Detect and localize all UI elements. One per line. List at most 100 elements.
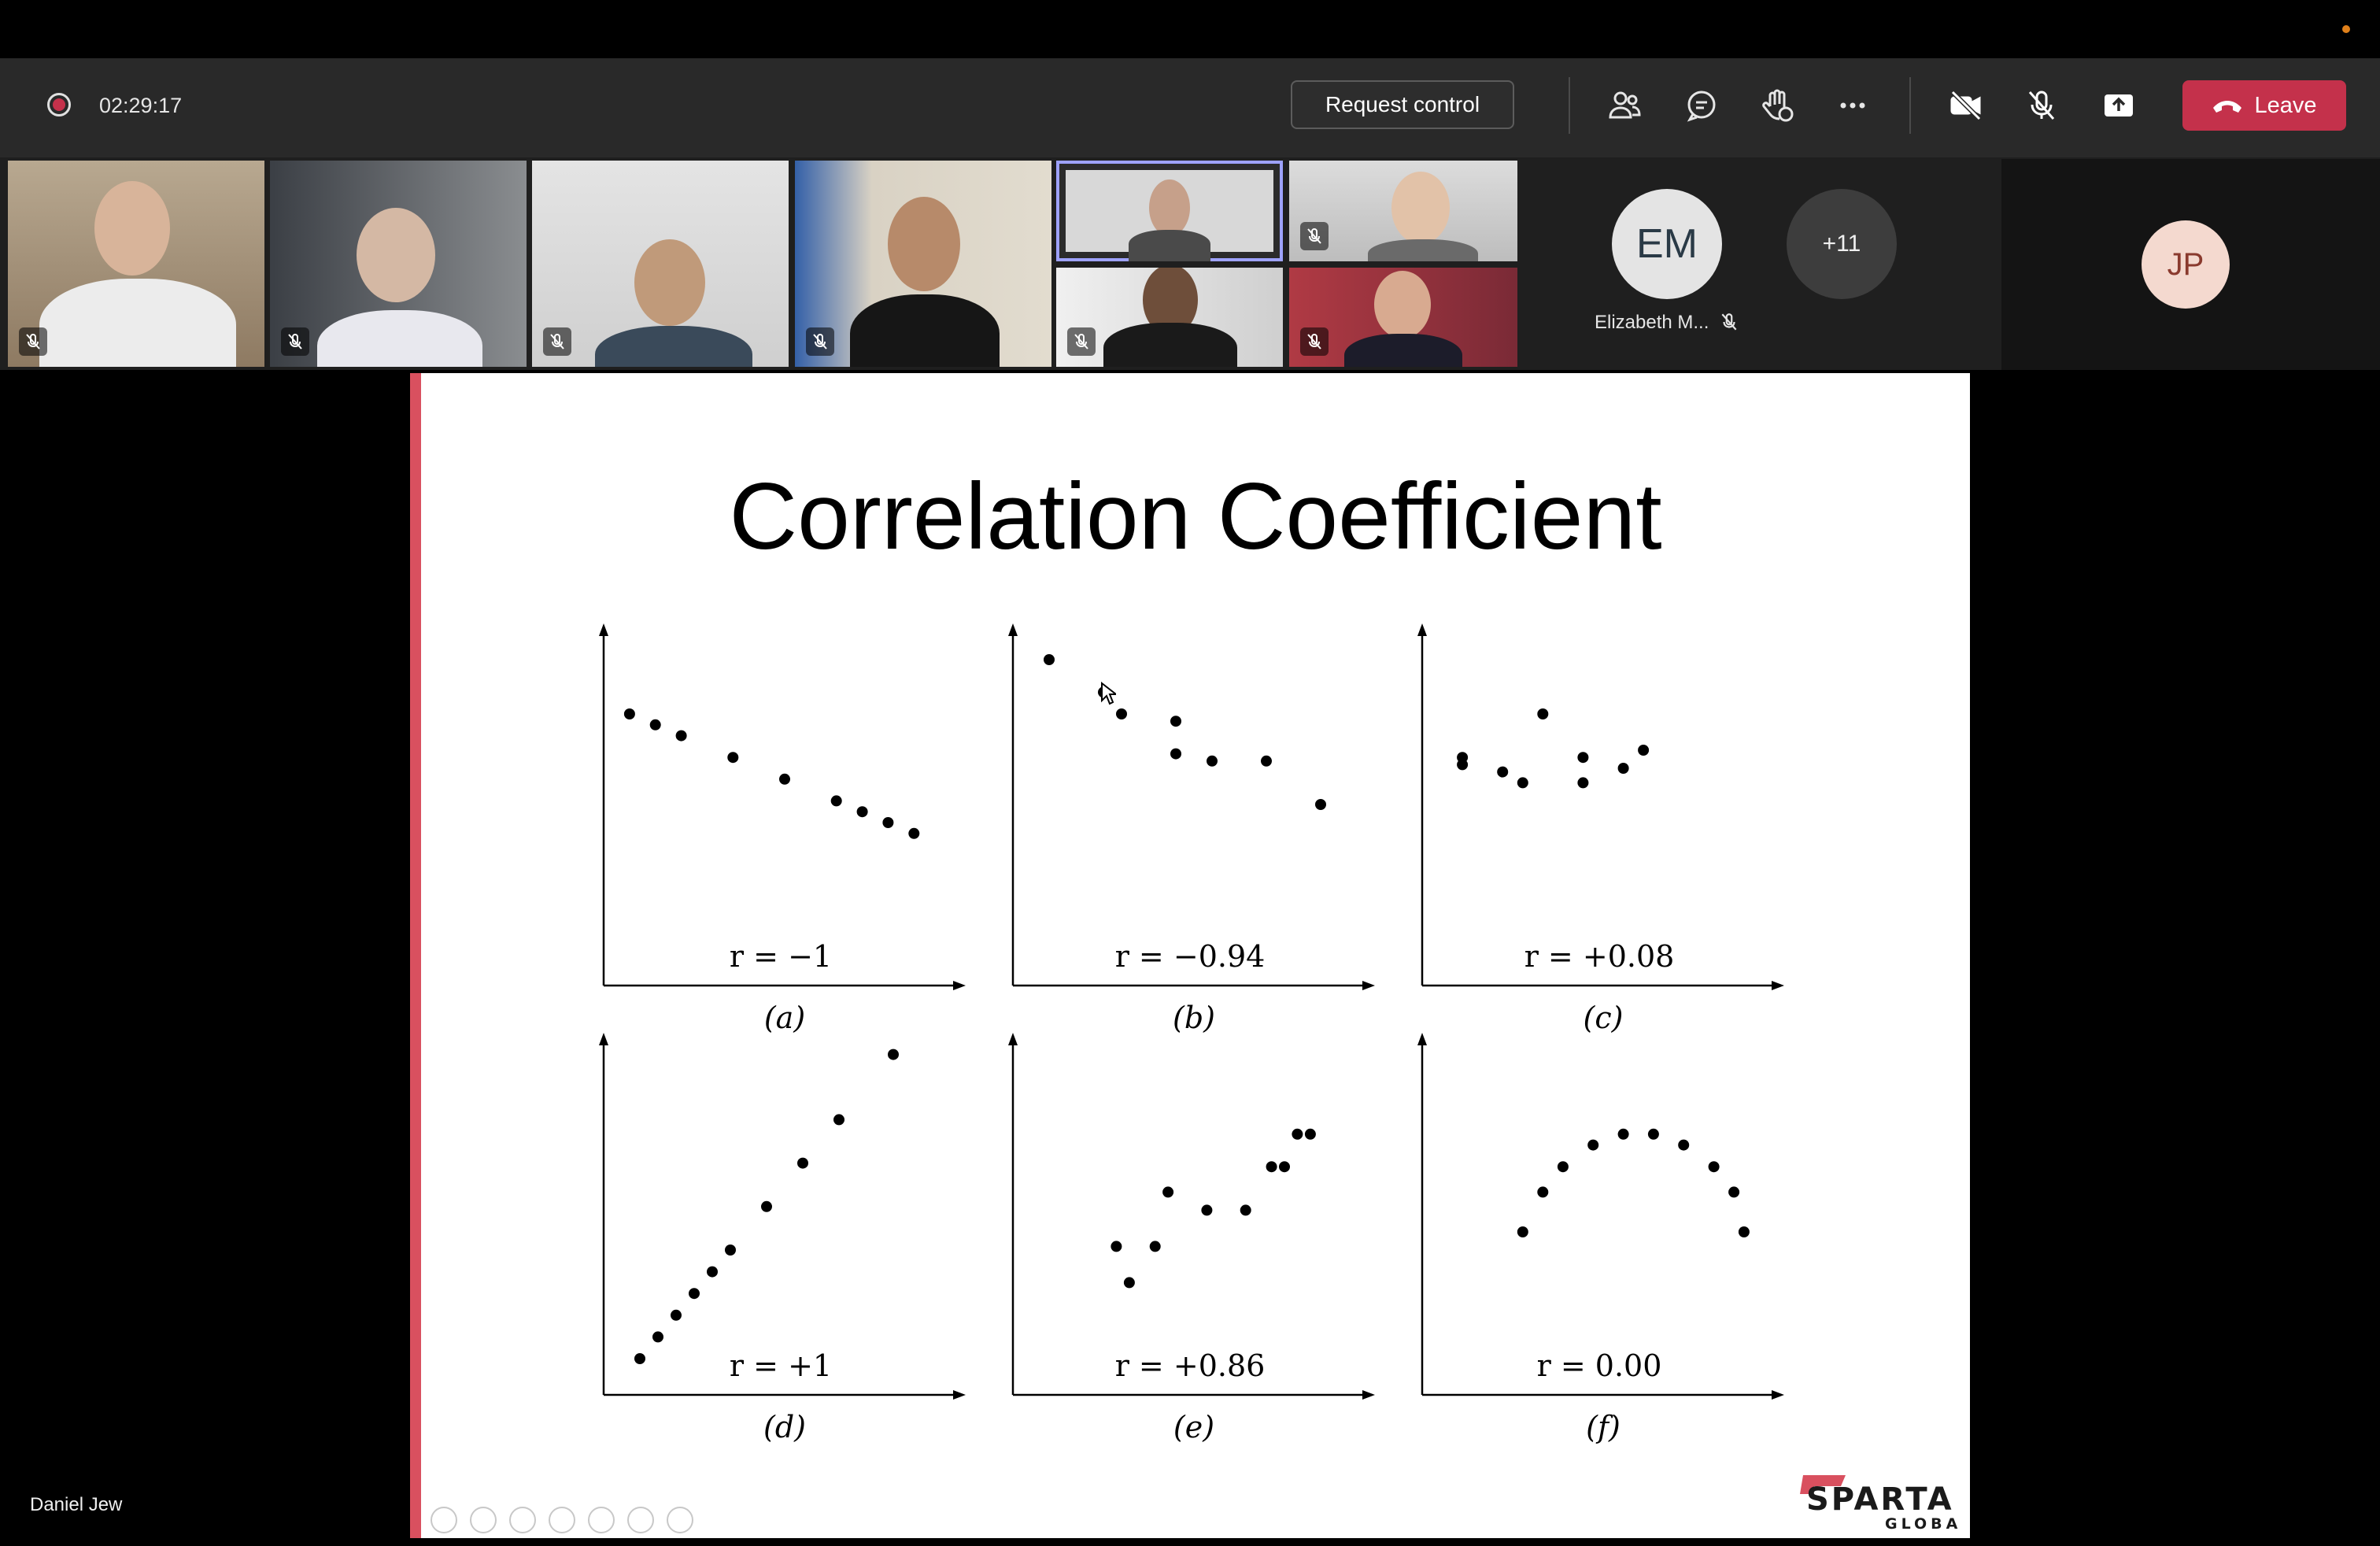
data-point <box>1537 1186 1549 1198</box>
more-participants-button[interactable]: +11 <box>1787 189 1897 299</box>
slide-accent-bar <box>410 373 421 1538</box>
plot-caption: (b) <box>1173 1000 1215 1035</box>
participant-video-tile[interactable] <box>532 161 789 367</box>
data-point <box>1162 1186 1174 1198</box>
data-point <box>1315 799 1326 810</box>
data-point <box>1044 654 1055 665</box>
camera-off-icon[interactable] <box>1946 85 1986 126</box>
data-point <box>689 1288 700 1300</box>
avatar-em[interactable]: EM <box>1612 189 1722 299</box>
data-point <box>1201 1204 1213 1216</box>
share-screen-icon[interactable] <box>2098 85 2139 126</box>
y-axis-arrow <box>1417 623 1427 636</box>
people-icon[interactable] <box>1604 85 1645 126</box>
plot-caption: (a) <box>764 1000 805 1035</box>
mic-off-icon <box>1300 327 1329 356</box>
participant-body <box>39 279 236 367</box>
meeting-timer: 02:29:17 <box>99 94 183 117</box>
pen-tool-button[interactable] <box>509 1507 536 1533</box>
y-axis-arrow <box>1008 1033 1018 1045</box>
x-axis-arrow <box>1362 1390 1375 1400</box>
avatar-jp[interactable]: JP <box>2142 220 2230 309</box>
data-point <box>856 806 868 818</box>
sparta-global-logo: SPARTA GLOBAL <box>1800 1475 1962 1532</box>
notification-dot <box>2342 25 2350 33</box>
subtitles-button[interactable] <box>627 1507 654 1533</box>
data-point <box>1266 1161 1277 1173</box>
participant-face <box>634 239 705 326</box>
data-point <box>725 1245 736 1256</box>
y-axis-arrow <box>1417 1033 1427 1045</box>
hang-up-icon <box>2213 101 2242 113</box>
data-point <box>1497 766 1509 778</box>
previous-slide-button[interactable] <box>431 1507 457 1533</box>
correlation-label: r = +0.08 <box>1524 939 1675 974</box>
data-point <box>1170 716 1181 727</box>
data-point <box>1587 1139 1599 1151</box>
logo-mark <box>1800 1475 1846 1494</box>
data-point <box>1279 1161 1290 1173</box>
participant-name-em: Elizabeth M... <box>1595 312 1709 333</box>
data-point <box>1728 1186 1740 1198</box>
correlation-label: r = +0.86 <box>1115 1348 1266 1383</box>
y-axis-arrow <box>599 623 608 636</box>
participant-body <box>850 294 1000 367</box>
slides-grid-button[interactable] <box>549 1507 575 1533</box>
request-control-button[interactable]: Request control <box>1291 80 1514 129</box>
next-slide-button[interactable] <box>470 1507 497 1533</box>
data-point <box>908 827 920 839</box>
presenter-name-label: Daniel Jew <box>30 1494 123 1515</box>
x-axis-arrow <box>953 1390 966 1400</box>
more-options-icon[interactable] <box>1832 85 1873 126</box>
participant-video-tile[interactable] <box>270 161 527 367</box>
data-point <box>649 719 661 730</box>
active-speaker-tile[interactable] <box>1056 161 1283 261</box>
more-slide-options-button[interactable] <box>667 1507 693 1533</box>
mic-off-icon <box>806 327 834 356</box>
y-axis-arrow <box>599 1033 608 1045</box>
mic-off-icon <box>1300 222 1329 250</box>
data-point <box>833 1114 844 1126</box>
data-point <box>1708 1161 1720 1173</box>
mic-off-icon <box>1067 327 1096 356</box>
correlation-label: r = 0.00 <box>1537 1348 1662 1383</box>
slide-navigation-controls <box>431 1507 693 1535</box>
data-point <box>623 708 635 719</box>
data-point <box>888 1049 899 1060</box>
raise-hand-icon[interactable] <box>1757 85 1798 126</box>
scatter-plot: r = +0.86 (e) <box>1008 1033 1375 1444</box>
scatter-plot: r = −1 (a) <box>599 623 966 1035</box>
mouse-cursor-icon <box>1101 682 1116 705</box>
data-point <box>1517 1226 1528 1237</box>
logo-subtext: GLOBAL <box>1885 1515 1962 1532</box>
participant-face <box>1391 172 1450 244</box>
plot-caption: (e) <box>1173 1410 1214 1444</box>
participant-face <box>1149 179 1190 236</box>
data-point <box>1517 777 1528 789</box>
toolbar-divider <box>1569 77 1570 134</box>
correlation-label: r = −0.94 <box>1115 939 1266 974</box>
participant-video-tile[interactable] <box>1056 268 1283 367</box>
slide-title: Correlation Coefficient <box>729 464 1662 569</box>
data-point <box>1617 1128 1629 1140</box>
participant-body <box>1103 323 1237 367</box>
mic-off-icon <box>19 327 47 356</box>
plot-caption: (f) <box>1586 1410 1621 1444</box>
participant-video-tile[interactable] <box>1289 268 1517 367</box>
participant-body <box>317 310 482 367</box>
toolbar-divider <box>1909 77 1911 134</box>
y-axis-arrow <box>1008 623 1018 636</box>
scatter-plot: r = −0.94 (b) <box>1008 623 1375 1035</box>
data-point <box>1304 1128 1316 1140</box>
zoom-button[interactable] <box>588 1507 615 1533</box>
participant-video-tile[interactable] <box>8 161 264 367</box>
participant-video-tile[interactable] <box>1289 161 1517 261</box>
chat-icon[interactable] <box>1681 85 1722 126</box>
mic-off-icon[interactable] <box>2021 85 2062 126</box>
data-point <box>1457 759 1469 771</box>
leave-button[interactable]: Leave <box>2182 80 2346 131</box>
data-point <box>1577 777 1589 789</box>
data-point <box>671 1309 682 1321</box>
participant-video-tile[interactable] <box>795 161 1051 367</box>
data-point <box>1617 763 1629 774</box>
